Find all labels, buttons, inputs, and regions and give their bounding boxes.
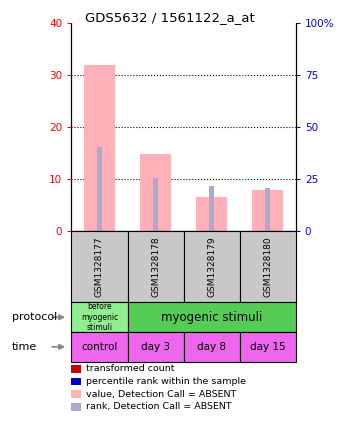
Bar <box>196 197 227 231</box>
Text: day 8: day 8 <box>197 342 226 352</box>
Bar <box>153 178 158 231</box>
Text: protocol: protocol <box>12 312 57 322</box>
Bar <box>140 154 171 231</box>
Text: control: control <box>81 342 118 352</box>
Bar <box>84 65 115 231</box>
Text: value, Detection Call = ABSENT: value, Detection Call = ABSENT <box>86 390 236 399</box>
Text: myogenic stimuli: myogenic stimuli <box>161 311 262 324</box>
Text: percentile rank within the sample: percentile rank within the sample <box>86 377 246 386</box>
Text: GSM1328177: GSM1328177 <box>95 236 104 297</box>
Bar <box>252 190 283 231</box>
Text: GSM1328180: GSM1328180 <box>263 236 272 297</box>
Text: GSM1328178: GSM1328178 <box>151 236 160 297</box>
Bar <box>97 147 102 231</box>
Text: day 15: day 15 <box>250 342 286 352</box>
Text: GSM1328179: GSM1328179 <box>207 236 216 297</box>
Bar <box>209 187 214 231</box>
Text: rank, Detection Call = ABSENT: rank, Detection Call = ABSENT <box>86 402 232 412</box>
Bar <box>265 188 270 231</box>
Text: time: time <box>12 342 37 352</box>
Text: transformed count: transformed count <box>86 364 174 374</box>
Text: before
myogenic
stimuli: before myogenic stimuli <box>81 302 118 332</box>
Text: day 3: day 3 <box>141 342 170 352</box>
Text: GDS5632 / 1561122_a_at: GDS5632 / 1561122_a_at <box>85 11 255 24</box>
